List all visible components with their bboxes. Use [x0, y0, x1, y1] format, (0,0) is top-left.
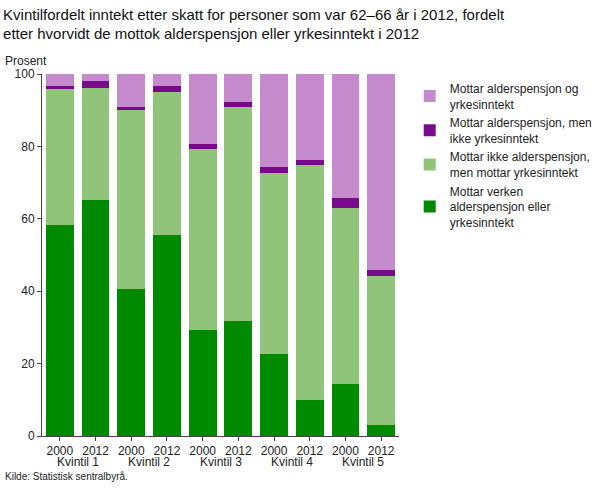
svg-text:80: 80	[21, 140, 35, 154]
svg-text:Mottar verkenalderspensjon ell: Mottar verkenalderspensjon elleryrkesinn…	[450, 185, 551, 230]
svg-text:40: 40	[21, 284, 35, 298]
svg-text:2012: 2012	[154, 444, 181, 458]
svg-text:2012: 2012	[368, 444, 395, 458]
svg-text:Kvintil 5: Kvintil 5	[342, 455, 384, 469]
svg-text:2012: 2012	[225, 444, 252, 458]
svg-text:2012: 2012	[82, 444, 109, 458]
svg-text:Prosent: Prosent	[5, 54, 47, 68]
svg-text:2000: 2000	[189, 444, 216, 458]
svg-text:20: 20	[21, 357, 35, 371]
svg-text:Kvintil 4: Kvintil 4	[271, 455, 313, 469]
svg-text:Kvintil 1: Kvintil 1	[57, 455, 99, 469]
svg-text:Kvintilfordelt inntekt etter s: Kvintilfordelt inntekt etter skatt for p…	[3, 6, 505, 43]
svg-text:2000: 2000	[118, 444, 145, 458]
svg-text:2012: 2012	[296, 444, 323, 458]
svg-text:Kvintil 3: Kvintil 3	[200, 455, 242, 469]
svg-text:100: 100	[15, 67, 35, 81]
svg-text:2000: 2000	[332, 444, 359, 458]
svg-text:2000: 2000	[261, 444, 288, 458]
svg-text:Kilde: Statistisk sentralbyrå.: Kilde: Statistisk sentralbyrå.	[5, 471, 128, 482]
svg-text:Kvintil 2: Kvintil 2	[128, 455, 170, 469]
svg-text:Mottar alderspensjon, menikke: Mottar alderspensjon, menikke yrkesinnte…	[450, 116, 592, 146]
svg-text:Mottar alderspensjon ogyrkesin: Mottar alderspensjon ogyrkesinntekt	[450, 82, 579, 112]
svg-text:2000: 2000	[46, 444, 73, 458]
svg-text:Mottar ikke alderspensjon,men: Mottar ikke alderspensjon,men mottar yrk…	[450, 150, 590, 180]
svg-text:60: 60	[21, 212, 35, 226]
svg-text:0: 0	[28, 429, 35, 443]
